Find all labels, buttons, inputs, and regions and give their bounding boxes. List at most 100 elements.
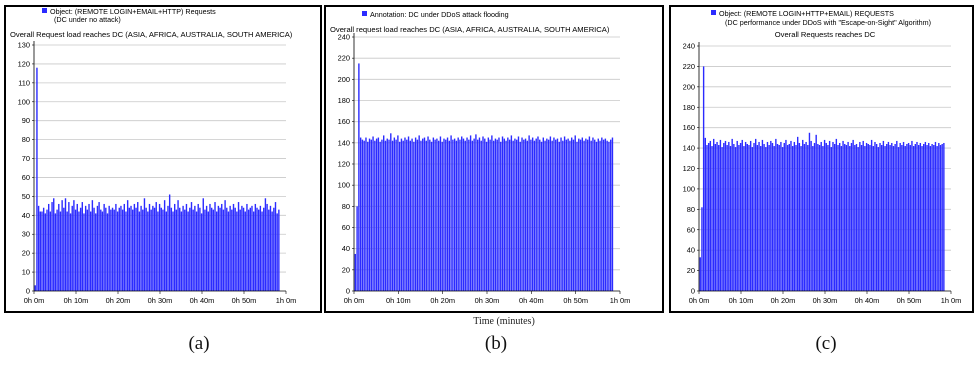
bar [744,141,747,291]
bar [592,137,594,291]
bar [157,211,159,291]
bar [553,137,555,291]
bar [155,202,157,291]
bar [485,141,488,291]
bar [823,139,826,291]
bar [855,144,858,291]
x-tick-label: 0h 50m [897,296,922,305]
bar [699,257,701,291]
x-tick-label: 1h 0m [941,296,962,305]
bar [916,141,918,291]
caption-c: (c) [815,333,837,354]
bar [123,203,125,291]
bar [194,205,196,291]
y-tick-label: 120 [18,59,30,68]
bar [733,144,735,291]
bar [783,142,785,291]
bar [416,139,419,291]
bar [177,200,179,291]
bar [116,211,119,291]
chart-title: Overall Requests reaches DC [775,30,876,39]
bar [163,200,166,291]
y-tick-label: 60 [22,173,30,182]
bar [716,141,718,291]
bar [521,137,523,291]
bar [78,211,80,291]
bar [429,139,431,291]
bar [894,144,896,291]
bar [464,140,466,291]
bar [202,198,204,291]
bar [857,147,859,291]
bar [599,140,601,291]
bar [755,138,757,291]
bar [528,135,530,291]
bar [530,139,532,291]
bar [597,138,599,291]
bar [760,146,762,291]
y-tick-label: 40 [342,244,350,253]
x-tick-label: 0h 20m [430,296,455,305]
bar [850,142,853,291]
bar [933,145,935,291]
bar [184,209,186,291]
y-tick-label: 100 [338,181,350,190]
chart-panel-b: Annotation: DC under DDoS attack floodin… [324,5,664,313]
bar [103,203,105,291]
bar [88,203,90,291]
bar [49,211,52,291]
bar [273,207,275,291]
bar [510,135,513,291]
bar [924,141,927,291]
bar [204,209,206,291]
bar [147,211,149,291]
bar [132,209,134,291]
bar [563,136,566,291]
bar [71,205,73,291]
chart-title: Overall Request load reaches DC (ASIA, A… [10,30,293,39]
bar [865,142,868,291]
bar [133,203,136,291]
bar [820,141,822,291]
bar [68,202,70,291]
bar [395,139,397,291]
bar [512,140,514,291]
bar [86,209,89,291]
bar [859,141,861,291]
chart-title: Overall request load reaches DC (ASIA, A… [330,25,610,34]
bar [731,138,733,291]
bar [849,146,851,291]
y-tick-label: 220 [683,62,695,71]
legend-swatch [711,10,716,15]
bar [185,203,188,291]
bar [374,140,376,291]
bar [825,142,827,291]
bar [143,198,146,291]
x-tick-label: 0h 50m [563,296,588,305]
bar [749,140,752,291]
bar [205,205,208,291]
bar [609,139,612,291]
bar [491,135,493,291]
bar [224,200,226,291]
bar [66,211,68,291]
bar [370,139,372,291]
bar [407,136,410,291]
x-tick-label: 0h 0m [689,296,710,305]
bar [793,141,796,291]
bar [180,211,183,291]
bar [936,146,938,291]
bar [468,139,470,291]
bar [192,209,194,291]
x-tick-label: 0h 10m [386,296,411,305]
bar [546,138,548,291]
bar [897,147,900,291]
bar [788,144,790,291]
bar [761,139,764,291]
bar [430,141,433,291]
bar [881,145,883,291]
bar [560,137,562,291]
bar [406,139,408,291]
bar [36,67,38,291]
x-tick-label: 0h 30m [148,296,173,305]
